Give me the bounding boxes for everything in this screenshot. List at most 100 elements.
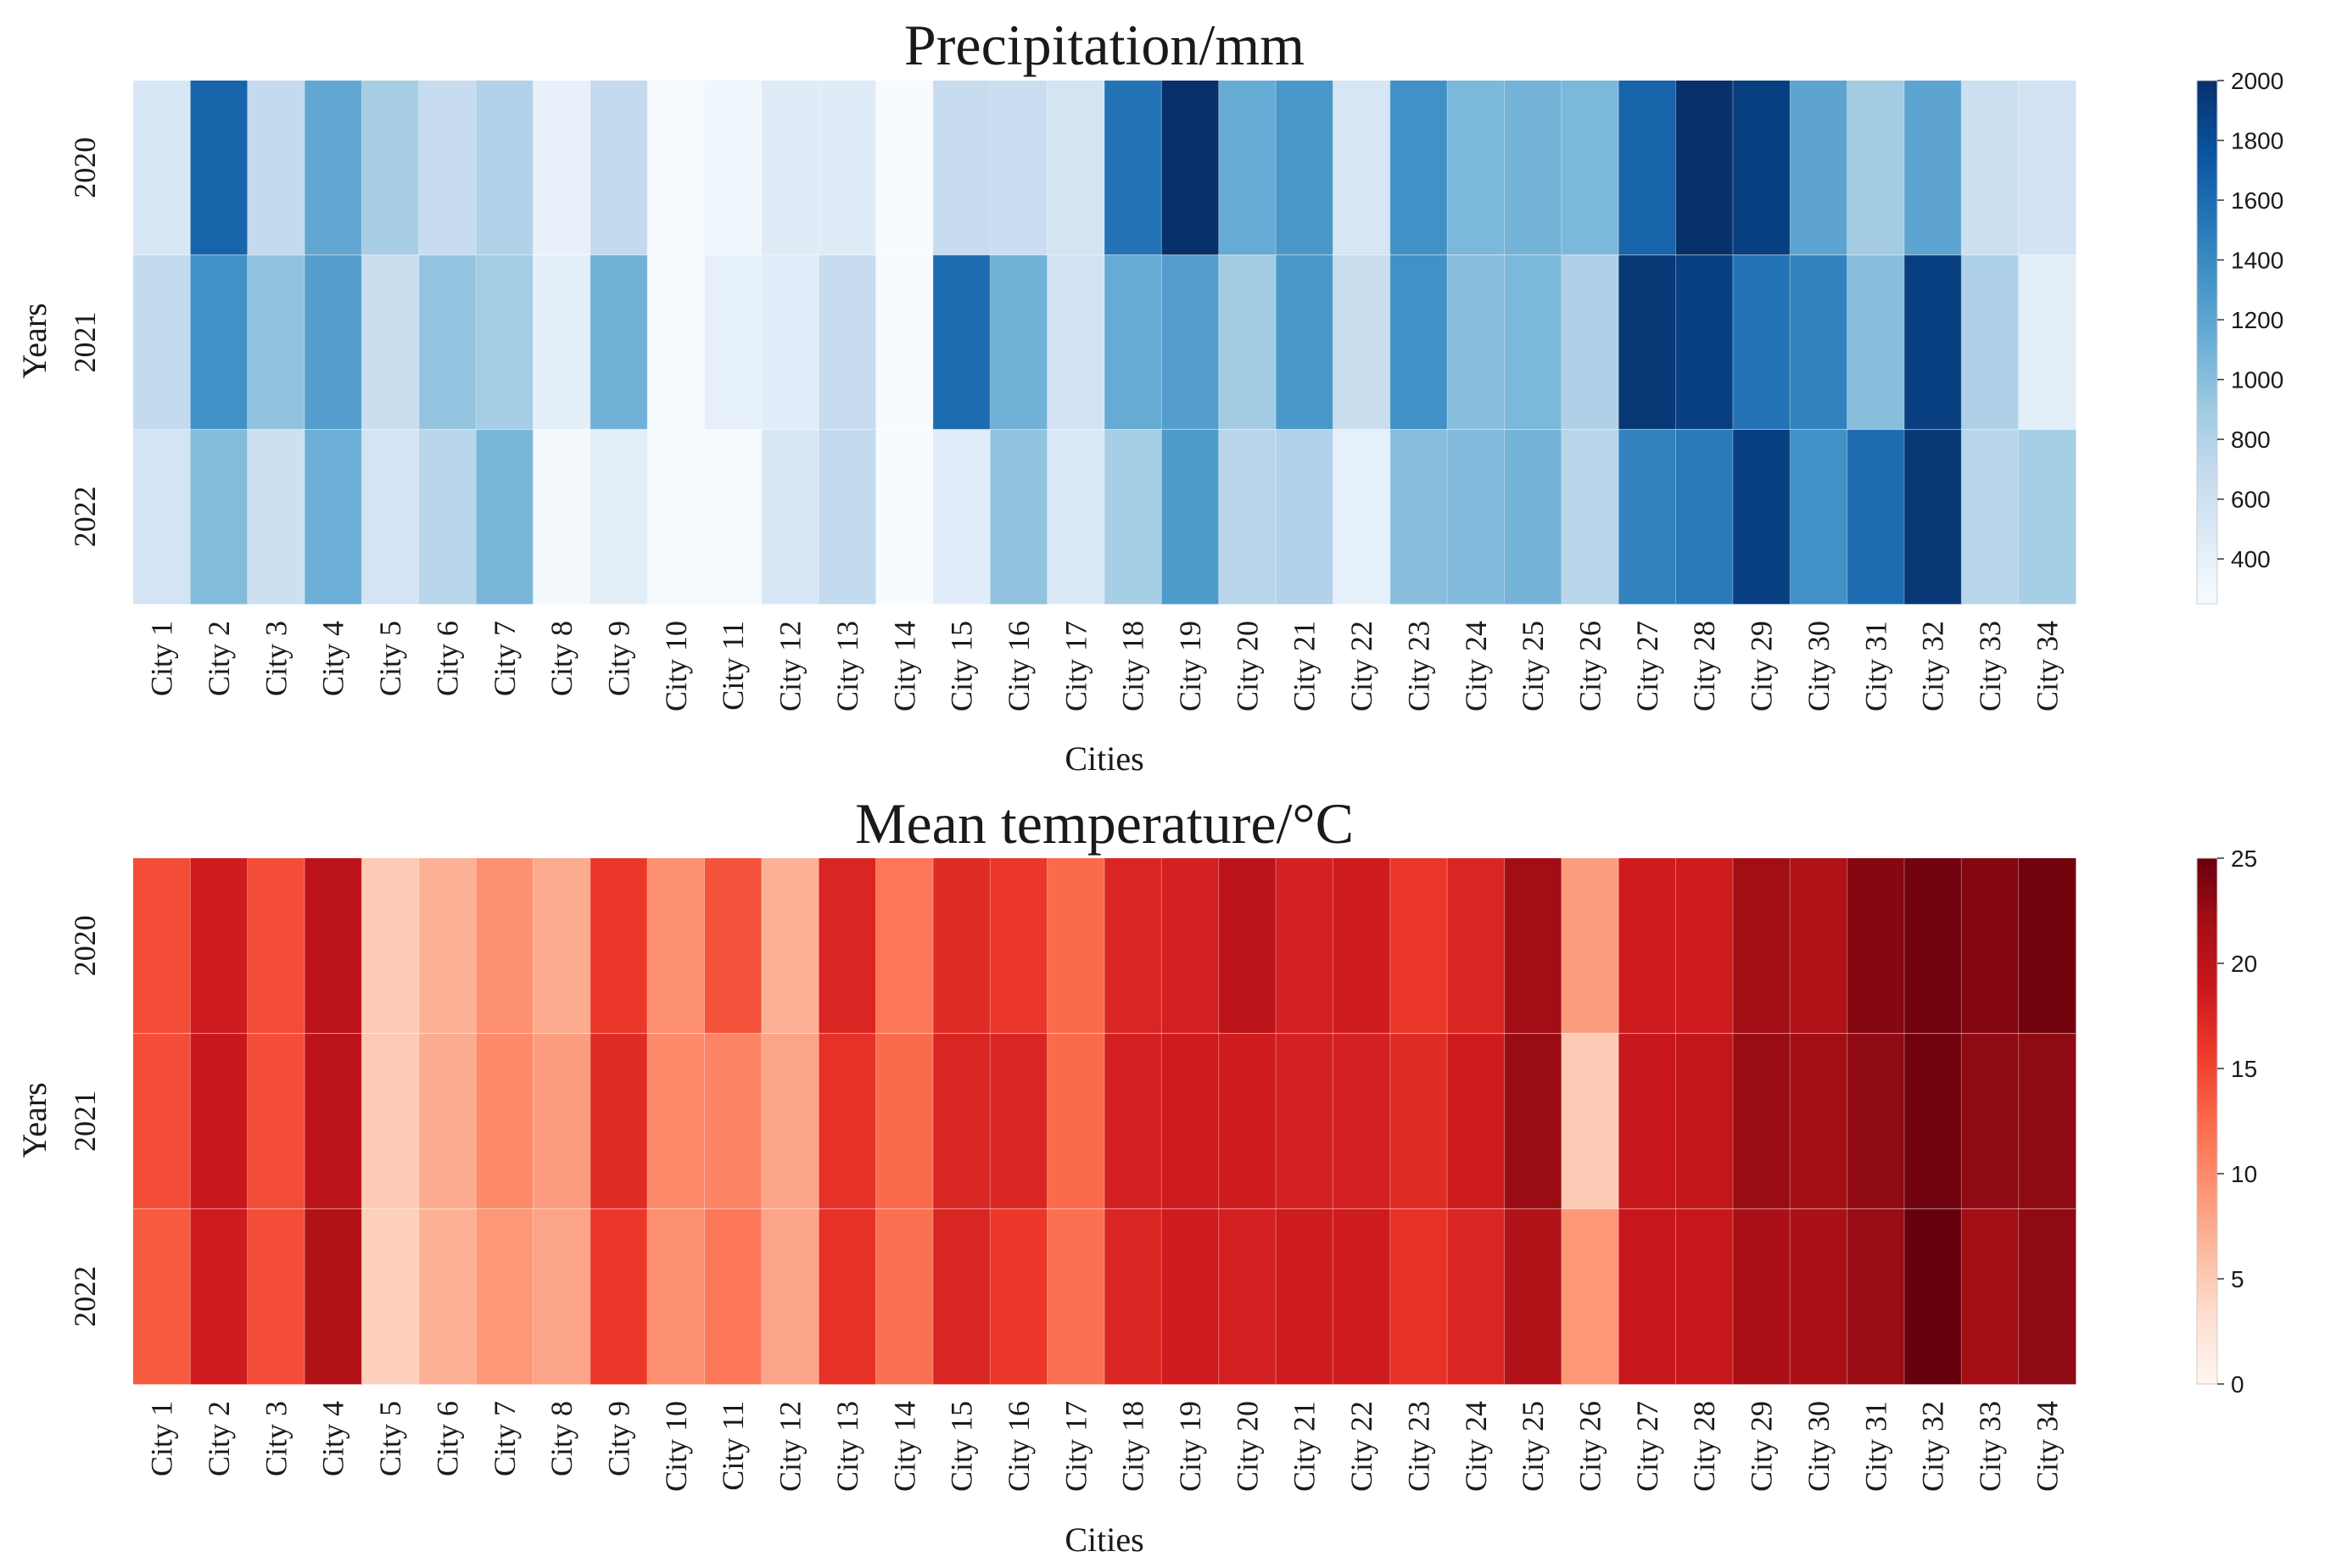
heatmap-cell bbox=[247, 429, 305, 605]
heatmap-cell bbox=[133, 81, 191, 256]
city-tick-label: City 23 bbox=[1401, 1401, 1435, 1492]
colorbar-gradient bbox=[2196, 857, 2218, 1385]
heatmap-cell bbox=[1333, 429, 1391, 605]
heatmap-cell bbox=[1732, 1033, 1791, 1209]
heatmap-cell bbox=[1333, 858, 1391, 1035]
heatmap-cell bbox=[932, 1208, 991, 1385]
city-tick-label: City 26 bbox=[1573, 1401, 1607, 1492]
heatmap-cell bbox=[1218, 858, 1277, 1035]
heatmap-cell bbox=[1047, 1208, 1105, 1385]
city-tick-label: City 16 bbox=[1002, 1401, 1036, 1492]
heatmap-cell bbox=[1218, 1033, 1277, 1209]
heatmap-cell bbox=[1047, 81, 1105, 256]
heatmap-cell bbox=[875, 81, 934, 256]
heatmap-cell bbox=[133, 429, 191, 605]
heatmap-cell bbox=[1847, 81, 1905, 256]
heatmap-cell bbox=[190, 429, 249, 605]
heatmap-cell bbox=[1447, 1208, 1505, 1385]
heatmap-cell bbox=[1389, 81, 1448, 256]
city-tick-label: City 8 bbox=[545, 621, 578, 696]
heatmap-cell bbox=[247, 1033, 305, 1209]
heatmap-cell bbox=[533, 858, 591, 1035]
heatmap-cell bbox=[1504, 254, 1562, 430]
heatmap-cell bbox=[1218, 254, 1277, 430]
heatmap-cell bbox=[305, 858, 362, 1035]
city-tick-label: City 24 bbox=[1459, 621, 1493, 711]
heatmap-cell bbox=[590, 429, 648, 605]
heatmap-cell bbox=[1047, 429, 1105, 605]
heatmap-cell bbox=[1961, 858, 2020, 1035]
heatmap-cell bbox=[647, 858, 705, 1035]
heatmap-cell bbox=[704, 1208, 763, 1385]
heatmap-cell bbox=[1618, 858, 1676, 1035]
city-tick-label: City 9 bbox=[602, 1401, 636, 1476]
city-tick-label: City 4 bbox=[316, 1401, 350, 1476]
heatmap-cell bbox=[1161, 81, 1220, 256]
heatmap-cell bbox=[1961, 1033, 2020, 1209]
heatmap-cell bbox=[361, 858, 420, 1035]
city-tick-label: City 29 bbox=[1745, 621, 1779, 711]
heatmap-cell bbox=[2018, 1208, 2076, 1385]
precipitation-xlabel: Cities bbox=[1065, 739, 1143, 778]
heatmap-cell bbox=[1447, 254, 1505, 430]
precipitation-title: Precipitation/mm bbox=[904, 13, 1305, 77]
city-tick-label: City 31 bbox=[1858, 621, 1892, 711]
heatmap-cell bbox=[247, 1208, 305, 1385]
heatmap-cell bbox=[1218, 1208, 1277, 1385]
heatmap-cell bbox=[1504, 81, 1562, 256]
city-tick-label: City 10 bbox=[659, 621, 693, 711]
heatmap-cell bbox=[1161, 858, 1220, 1035]
temperature-panel: Mean temperature/°C Years Cities 2020202… bbox=[15, 791, 2257, 1559]
city-tick-label: City 11 bbox=[716, 1401, 750, 1491]
heatmap-cell bbox=[1903, 254, 1962, 430]
heatmap-cell bbox=[247, 81, 305, 256]
city-tick-label: City 24 bbox=[1459, 1401, 1493, 1492]
heatmap-cell bbox=[1333, 254, 1391, 430]
heatmap-cell bbox=[533, 254, 591, 430]
colorbar-tick-label: 0 bbox=[2231, 1371, 2244, 1398]
heatmap-cell bbox=[819, 1033, 876, 1209]
heatmap-cell bbox=[1847, 429, 1905, 605]
heatmap-cell bbox=[1790, 1208, 1847, 1385]
heatmap-cell bbox=[932, 429, 991, 605]
heatmap-cell bbox=[1389, 429, 1448, 605]
heatmap-cell bbox=[1790, 429, 1847, 605]
heatmap-cell bbox=[990, 429, 1048, 605]
heatmap-cell bbox=[1276, 81, 1333, 256]
colorbar-tick-label: 1400 bbox=[2231, 248, 2283, 274]
city-tick-label: City 12 bbox=[774, 621, 808, 711]
heatmap-cell bbox=[647, 1033, 705, 1209]
temperature-ylabel: Years bbox=[15, 1082, 53, 1158]
heatmap-cell bbox=[418, 1208, 477, 1385]
heatmap-cell bbox=[1389, 858, 1448, 1035]
heatmap-cell bbox=[533, 1208, 591, 1385]
heatmap-cell bbox=[590, 1208, 648, 1385]
city-tick-label: City 30 bbox=[1802, 621, 1836, 711]
heatmap-cell bbox=[533, 429, 591, 605]
heatmap-cell bbox=[361, 254, 420, 430]
heatmap-cell bbox=[305, 429, 362, 605]
city-tick-label: City 6 bbox=[430, 1401, 464, 1476]
city-tick-label: City 16 bbox=[1002, 621, 1036, 711]
heatmap-cell bbox=[875, 858, 934, 1035]
heatmap-cell bbox=[190, 1033, 249, 1209]
heatmap-cell bbox=[1847, 1033, 1905, 1209]
heatmap-cell bbox=[1675, 1208, 1734, 1385]
colorbar-tick-label: 1800 bbox=[2231, 128, 2283, 154]
precipitation-colorbar: 400 600 800 1000 1200 1400 1600 1800 2000 bbox=[2196, 68, 2283, 605]
heatmap-cell bbox=[190, 81, 249, 256]
city-tick-label: City 5 bbox=[373, 621, 407, 696]
city-tick-label: City 2 bbox=[202, 621, 236, 696]
heatmap-cell bbox=[1161, 429, 1220, 605]
precipitation-city-labels: City 1 City 2 City 3 City 4 City 5 City 6 City… bbox=[145, 621, 2065, 711]
heatmap-cell bbox=[1561, 1208, 1619, 1385]
heatmap-cell bbox=[133, 858, 191, 1035]
city-tick-label: City 15 bbox=[945, 1401, 979, 1492]
heatmap-cell bbox=[1675, 81, 1734, 256]
heatmap-cell bbox=[1790, 254, 1847, 430]
city-tick-label: City 9 bbox=[602, 621, 636, 696]
heatmap-cell bbox=[1903, 429, 1962, 605]
city-tick-label: City 2 bbox=[202, 1401, 236, 1476]
city-tick-label: City 7 bbox=[488, 621, 522, 696]
colorbar-tick-label: 25 bbox=[2231, 845, 2257, 872]
